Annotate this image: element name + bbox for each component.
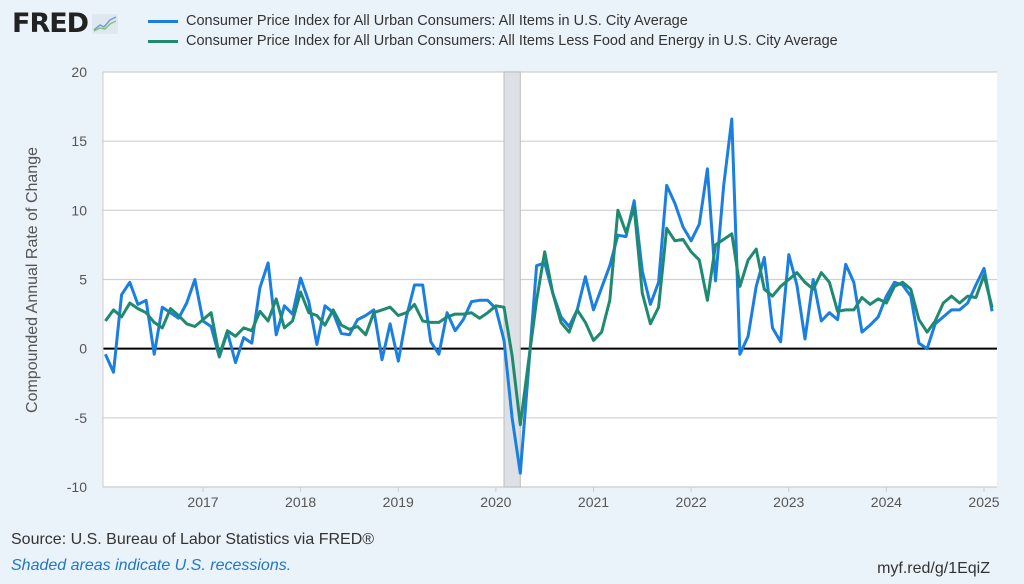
y-tick-label: 15 [71,133,87,149]
x-tick-label: 2019 [383,494,414,510]
y-tick-label: 10 [71,202,87,218]
fred-logo-text: FRED [12,8,89,39]
x-tick-label: 2017 [187,494,218,510]
source-text: Source: U.S. Bureau of Labor Statistics … [11,531,375,548]
y-axis-label: Compounded Annual Rate of Change [24,147,41,413]
y-tick-label: -10 [67,479,87,495]
chart-line-icon [92,13,119,34]
x-tick-label: 2022 [676,494,707,510]
y-tick-label: 5 [79,272,87,288]
series-line-cpi-core[interactable] [104,206,994,427]
x-tick-label: 2020 [480,494,511,510]
legend-label: Consumer Price Index for All Urban Consu… [186,13,688,29]
y-tick-label: 0 [79,341,87,357]
legend-item-cpi-all-items[interactable]: Consumer Price Index for All Urban Consu… [148,11,838,31]
fred-logo[interactable]: FRED [12,8,119,39]
x-tick-label: 2018 [285,494,316,510]
recession-note: Shaded areas indicate U.S. recessions. [11,557,292,574]
legend-swatch [148,39,178,43]
legend: Consumer Price Index for All Urban Consu… [148,11,838,51]
x-tick-label: 2021 [578,494,609,510]
x-tick-label: 2025 [968,494,999,510]
x-tick-label: 2024 [871,494,902,510]
y-tick-label: -5 [75,410,88,426]
y-tick-label: 20 [71,64,87,80]
legend-swatch [148,19,178,23]
x-tick-label: 2023 [773,494,804,510]
legend-item-cpi-core[interactable]: Consumer Price Index for All Urban Consu… [148,31,838,51]
legend-label: Consumer Price Index for All Urban Consu… [186,33,838,49]
short-link[interactable]: myf.red/g/1EqiZ [877,560,990,577]
